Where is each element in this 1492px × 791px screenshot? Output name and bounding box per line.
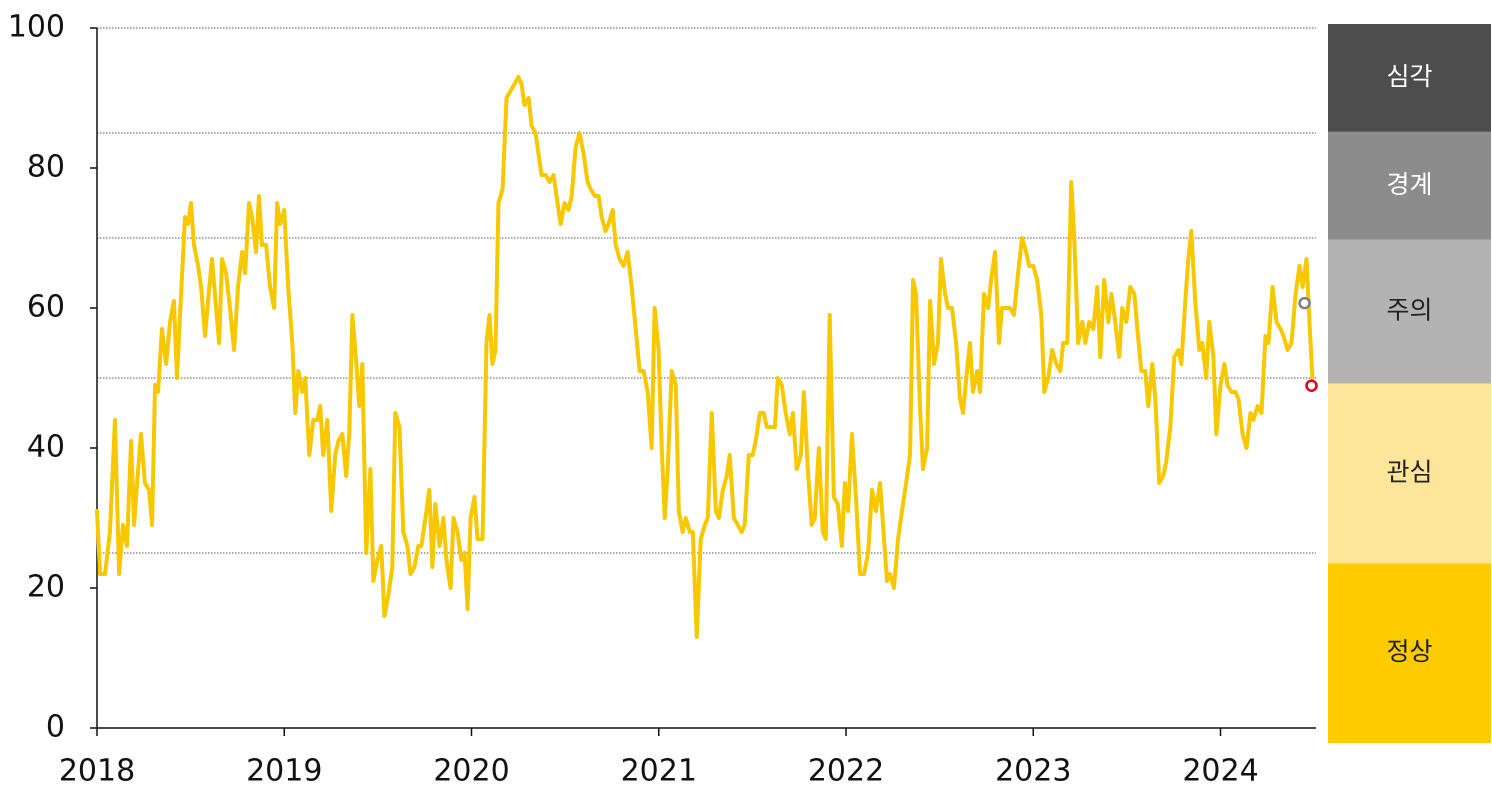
- band-label: 정상: [1386, 637, 1432, 666]
- band-label: 심각: [1386, 62, 1432, 91]
- plot-area: [95, 75, 1318, 639]
- x-tick-label: 2024: [1182, 754, 1258, 789]
- x-tick-label: 2020: [433, 754, 509, 789]
- band: [1328, 24, 1491, 132]
- x-tick-label: 2021: [621, 754, 697, 789]
- data-line: [95, 75, 1315, 639]
- y-tick-label: 80: [27, 150, 65, 185]
- grid: [97, 27, 1316, 554]
- x-tick-label: 2018: [59, 754, 135, 789]
- band-label: 관심: [1386, 457, 1432, 486]
- marker: [1298, 296, 1311, 310]
- band: [1328, 383, 1491, 564]
- band: [1328, 131, 1491, 240]
- x-tick-label: 2022: [808, 754, 884, 789]
- x-tick-label: 2019: [246, 754, 322, 789]
- band-label: 주의: [1386, 296, 1432, 325]
- y-tick-label: 100: [8, 10, 65, 45]
- band: [1328, 563, 1491, 743]
- axes: 0 20 40 60 80 100 2018 2019 2020 2021 2022 2023 2024: [8, 10, 1316, 789]
- y-tick-label: 60: [27, 290, 65, 325]
- band-label: 경계: [1386, 170, 1432, 199]
- band-panel: 정상 관심 주의 경계 심각: [1328, 24, 1491, 743]
- y-tick-label: 40: [27, 430, 65, 465]
- band: [1328, 239, 1491, 384]
- marker: [1305, 379, 1318, 392]
- x-tick-label: 2023: [995, 754, 1071, 789]
- y-tick-label: 20: [27, 570, 65, 605]
- y-tick-label: 0: [46, 710, 65, 745]
